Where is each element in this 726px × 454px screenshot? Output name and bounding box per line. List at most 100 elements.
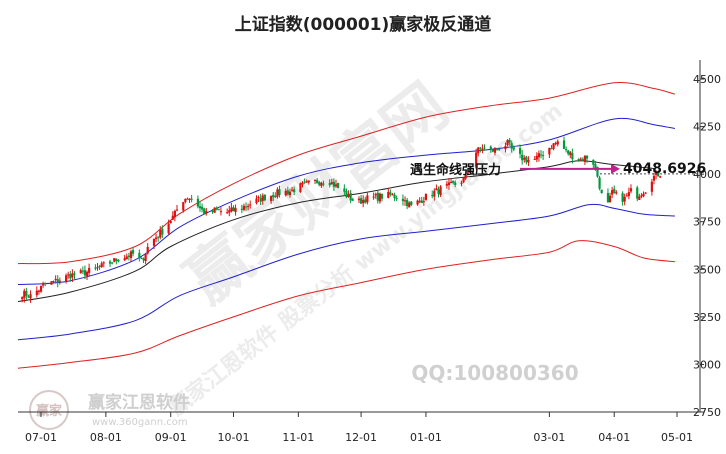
candle-body	[406, 199, 409, 207]
candle-body	[347, 194, 350, 197]
candle-body	[94, 267, 97, 269]
candle-body	[167, 223, 170, 234]
candle-body	[567, 150, 570, 154]
candle-body	[592, 159, 595, 165]
candle-body	[577, 159, 580, 161]
logo-text: 赢家江恩软件	[88, 392, 190, 413]
candle-body	[113, 258, 116, 262]
candle-body	[108, 261, 112, 264]
candle-body	[493, 147, 497, 153]
candle-body	[462, 177, 465, 183]
x-tick-label: 09-01	[155, 431, 187, 444]
candle-body	[328, 183, 331, 186]
candle-body	[27, 296, 30, 298]
annotation-arrowhead	[611, 163, 620, 174]
candle-body	[244, 206, 248, 208]
candle-body	[79, 270, 82, 274]
life-line-annotation: 遇生命线强压力 4048.6926	[410, 161, 706, 178]
candle-body	[636, 187, 639, 199]
candle-body	[525, 156, 528, 163]
candle-body	[259, 197, 262, 202]
candle-body	[585, 155, 589, 159]
candle-body	[171, 215, 174, 220]
candle-body	[652, 175, 656, 181]
candle-body	[495, 148, 499, 150]
candle-body	[188, 198, 191, 200]
axes: 2750 3000 3250 3500 3750 4000 4250 4500 07-01 08…	[18, 60, 721, 444]
candle-body	[56, 279, 59, 283]
candle-body	[313, 179, 317, 181]
candle-body	[431, 195, 434, 197]
candle-body	[489, 146, 492, 150]
candle-body	[552, 143, 555, 149]
candle-body	[299, 183, 302, 192]
inner-blue-lower-band	[17, 203, 675, 341]
candle-body	[481, 148, 484, 150]
y-tick-label: 4000	[693, 168, 721, 181]
candle-body	[376, 192, 379, 201]
candle-body	[357, 198, 361, 201]
candle-body	[23, 290, 26, 298]
candle-body	[290, 189, 294, 191]
candle-body	[305, 181, 308, 183]
candle-body	[332, 181, 335, 187]
candle-body	[627, 192, 630, 197]
x-tick-label: 03-01	[533, 431, 565, 444]
candle-body	[422, 201, 425, 203]
candle-body	[657, 172, 660, 177]
candle-body	[523, 157, 526, 160]
candle-body	[219, 211, 223, 213]
x-tick-label: 05-01	[661, 431, 693, 444]
candle-body	[240, 208, 243, 210]
candle-body	[249, 204, 252, 206]
candle-body	[349, 193, 352, 201]
candle-body	[475, 152, 478, 168]
x-tick-label: 11-01	[282, 431, 314, 444]
chart-title: 上证指数(000001)赢家极反通道	[235, 14, 492, 35]
candle-body	[600, 189, 603, 194]
candle-body	[286, 190, 289, 195]
candle-body	[345, 191, 348, 198]
candle-body	[454, 182, 457, 185]
candle-body	[152, 238, 156, 246]
candle-body	[257, 196, 260, 198]
logo-seal-text: 赢家	[36, 403, 63, 419]
candle-body	[504, 146, 507, 150]
candle-body	[307, 180, 310, 183]
y-tick-label: 3500	[693, 263, 721, 276]
candle-body	[508, 139, 511, 143]
candle-body	[512, 147, 515, 150]
candle-body	[615, 192, 618, 194]
logo-seal	[29, 390, 69, 430]
candle-body	[303, 181, 306, 183]
inner-blue-upper-band	[17, 117, 675, 285]
candle-body	[69, 273, 72, 279]
candle-body	[410, 201, 413, 205]
candle-body	[351, 199, 354, 201]
candle-body	[571, 153, 574, 160]
candle-body	[330, 182, 333, 185]
candle-body	[37, 290, 41, 292]
candle-body	[184, 198, 187, 202]
candle-body	[449, 182, 453, 184]
candle-body	[144, 253, 147, 261]
candle-body	[29, 294, 32, 299]
candle-body	[316, 180, 319, 184]
annotation-value: 4048.6926	[623, 161, 706, 177]
candle-body	[420, 200, 423, 204]
candle-body	[25, 291, 28, 297]
candle-body	[518, 148, 522, 154]
candle-body	[579, 158, 582, 160]
candle-body	[88, 267, 91, 273]
candle-body	[71, 273, 74, 278]
candle-body	[466, 172, 469, 174]
x-tick-label: 04-01	[598, 431, 630, 444]
candle-body	[598, 177, 601, 189]
candle-body	[203, 208, 206, 215]
candle-body	[359, 198, 363, 204]
candle-body	[198, 206, 202, 209]
candle-body	[169, 221, 172, 224]
x-tick-label: 08-01	[90, 431, 122, 444]
candle-body	[491, 149, 494, 152]
